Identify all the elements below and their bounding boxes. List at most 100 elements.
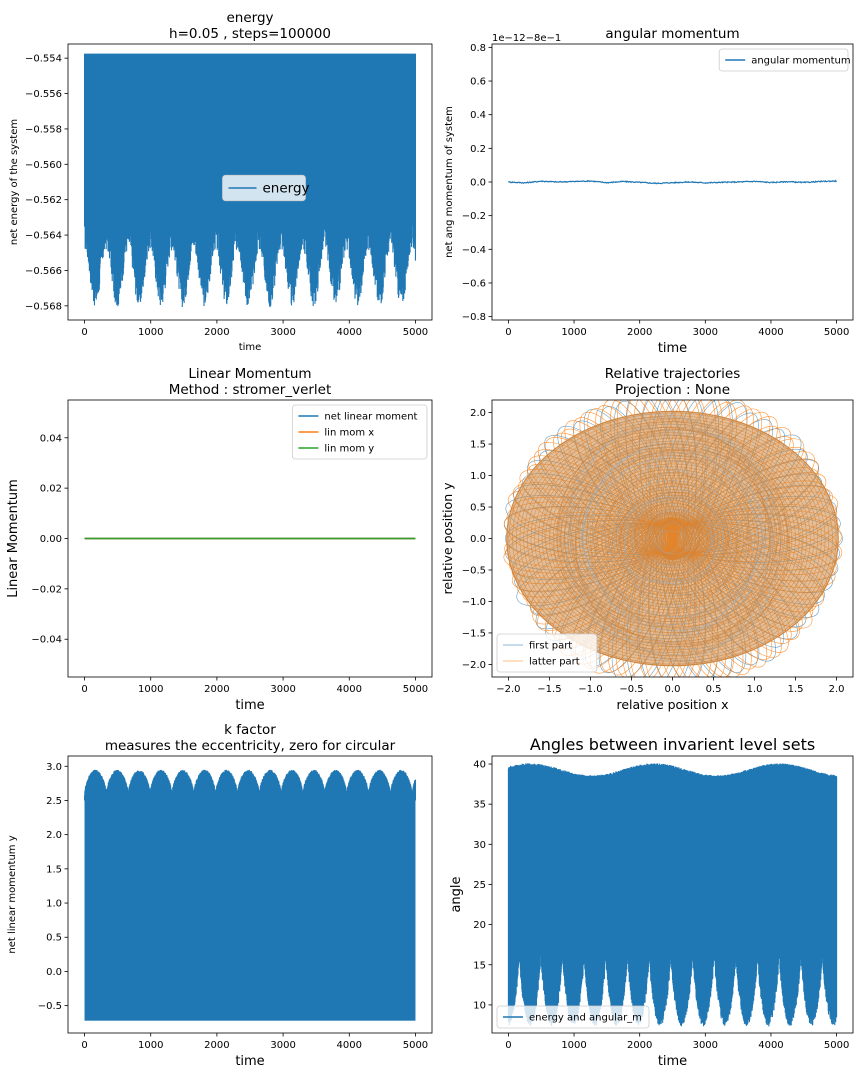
y-tick-label: 30	[473, 840, 486, 851]
legend-label: net linear moment	[324, 412, 417, 423]
orbit-strand	[623, 486, 720, 584]
axes-frame	[67, 43, 433, 321]
legend-label: latter part	[529, 657, 580, 668]
y-tick-label: −0.568	[25, 301, 62, 312]
chart-title: Relative trajectories	[605, 366, 741, 382]
x-tick-label: 4000	[758, 1040, 783, 1051]
chart-title: measures the eccentricity, zero for circ…	[105, 738, 396, 754]
x-axis-label: time	[658, 341, 687, 356]
legend: net linear moment lin mom x lin mom y	[291, 404, 428, 460]
y-tick-label: 15	[473, 960, 486, 971]
chart-title: k factor	[224, 722, 276, 738]
legend-label: lin mom y	[324, 444, 374, 455]
plot-area	[84, 53, 416, 308]
legend-box	[496, 1005, 650, 1029]
orbit-strand	[549, 431, 790, 644]
orbit-strand	[595, 449, 750, 627]
orbit-strand	[634, 498, 709, 576]
x-axis-label: relative position x	[616, 697, 728, 712]
y-tick-label: −0.2	[462, 211, 486, 222]
orbit-strand	[655, 521, 687, 553]
orbit-strand	[591, 455, 749, 617]
x-tick-label: 0	[81, 1040, 87, 1051]
legend: angular momentum	[718, 48, 851, 72]
orbit-strand	[654, 520, 689, 557]
y-tick-label: −0.4	[462, 245, 486, 256]
orbit-strand	[574, 444, 767, 627]
legend-box	[291, 404, 428, 460]
orbit-strand	[615, 472, 730, 605]
series-angles	[507, 763, 838, 1027]
orbit-strand	[648, 513, 700, 558]
orbit-strand	[602, 473, 739, 611]
y-tick-label: 0.0	[46, 967, 62, 978]
x-tick-label: 2000	[204, 1040, 229, 1051]
x-tick-label: −0.5	[619, 684, 643, 695]
x-tick-label: 2000	[204, 327, 229, 338]
legend-label: energy	[263, 181, 310, 197]
legend-label: first part	[529, 641, 572, 652]
axes-frame	[67, 755, 433, 1034]
y-tick-label: 0.0	[470, 178, 486, 189]
orbit-strand	[553, 442, 788, 635]
x-tick-label: 4000	[337, 1040, 362, 1051]
y-tick-label: 2.5	[46, 796, 62, 807]
orbit-strand	[578, 432, 769, 641]
x-tick-label: 0	[81, 684, 87, 695]
orbit-strand	[633, 499, 713, 575]
x-tick-label: 4000	[337, 327, 362, 338]
orbit-strand	[543, 416, 803, 661]
series-energy	[84, 53, 416, 308]
x-tick-label: 3000	[270, 684, 295, 695]
y-tick-label: 0.0	[470, 534, 486, 545]
orbit-strand	[578, 428, 766, 650]
x-tick-label: 2000	[204, 684, 229, 695]
y-tick-label: −0.556	[25, 89, 62, 100]
legend-label: energy and angular_m	[529, 1013, 642, 1024]
orbit-strand	[611, 484, 732, 595]
legend: first part latter part	[496, 633, 598, 673]
chart-title: Projection : None	[615, 382, 730, 398]
y-tick-label: −0.566	[25, 266, 62, 277]
legend-label: lin mom x	[324, 428, 374, 439]
plot-area	[507, 763, 838, 1027]
y-tick-label: −0.558	[25, 124, 62, 135]
x-axis-label: time	[235, 698, 264, 713]
chart-title: Angles between invarient level sets	[530, 735, 815, 754]
y-tick-label: 35	[473, 800, 486, 811]
chart-title: h=0.05 , steps=100000	[169, 26, 331, 42]
chart-angular: 0 1000 2000 3000 4000 5000 −0.8 −0.6 −0.4 −0.2 0.0…	[444, 26, 854, 356]
orbit-strand	[606, 452, 738, 625]
orbit-strand	[618, 491, 729, 591]
y-axis-label: relative position y	[440, 482, 455, 595]
orbit-strand	[558, 421, 790, 655]
y-tick-label: 1.0	[46, 899, 62, 910]
chart-title: angular momentum	[605, 26, 739, 42]
y-tick-label: −0.560	[25, 160, 62, 171]
orbit-strand	[564, 434, 781, 643]
x-tick-label: 5000	[824, 327, 849, 338]
plot-area	[507, 179, 838, 185]
x-tick-label: 2000	[627, 327, 652, 338]
orbit-strand	[565, 424, 781, 656]
y-tick-label: 0.00	[40, 534, 62, 545]
chart-kfactor: 0 1000 2000 3000 4000 5000 −0.5 0.0 0.5 1.0 1.5 2.0…	[7, 722, 433, 1069]
x-tick-label: 1000	[138, 684, 163, 695]
y-tick-label: −0.04	[31, 635, 62, 646]
y-tick-label: −0.02	[31, 584, 62, 595]
x-tick-label: 0	[505, 327, 511, 338]
y-tick-label: 0.4	[470, 110, 486, 121]
x-tick-label: 0	[81, 327, 87, 338]
orbit-strand	[624, 469, 724, 608]
x-tick-label: 5000	[403, 684, 428, 695]
orbit-strand	[586, 448, 753, 633]
orbit-strand	[634, 502, 710, 576]
x-tick-label: 1000	[561, 1040, 586, 1051]
y-tick-label: −1.5	[462, 628, 486, 639]
y-axis-label: Linear Momentum	[6, 479, 21, 598]
y-tick-label: −0.564	[25, 231, 62, 242]
orbit-strand	[606, 476, 743, 606]
y-tick-label: 25	[473, 880, 486, 891]
chart-angles: 0 1000 2000 3000 4000 5000 10 15 20 25 30 35 40 Angle…	[449, 735, 854, 1069]
